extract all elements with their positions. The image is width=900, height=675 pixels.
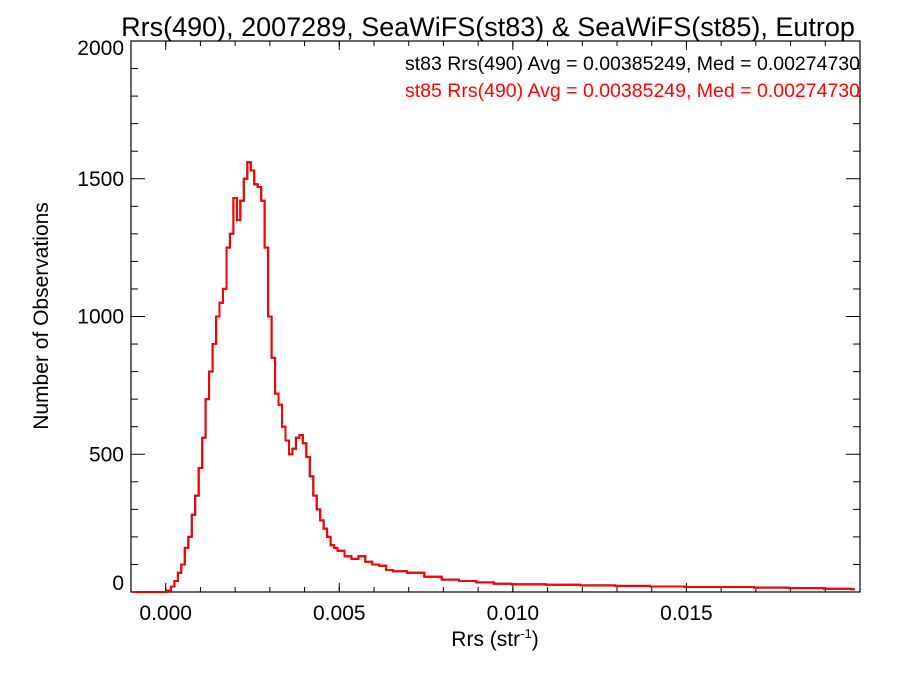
series-line-st83 xyxy=(132,161,855,593)
series-group xyxy=(132,161,855,593)
y-axis: 0 500 1000 1500 2000 xyxy=(77,37,860,595)
x-tick-label: 0.005 xyxy=(313,602,366,625)
y-tick-label: 500 xyxy=(89,443,124,466)
series-line-st85 xyxy=(132,161,855,593)
x-tick-label: 0.015 xyxy=(660,602,713,625)
y-tick-label: 1500 xyxy=(77,168,124,191)
y-tick-label: 2000 xyxy=(77,37,124,60)
x-axis: 0.000 0.005 0.010 0.015 xyxy=(130,41,861,625)
x-axis-label: Rrs (str-1) xyxy=(451,626,538,651)
x-axis-label-superscript: -1 xyxy=(520,626,532,641)
x-tick-label: 0.000 xyxy=(139,602,192,625)
x-axis-label-end: ) xyxy=(532,628,539,651)
y-axis-label: Number of Observations xyxy=(30,202,53,430)
y-tick-label: 1000 xyxy=(77,306,124,329)
legend-st83: st83 Rrs(490) Avg = 0.00385249, Med = 0.… xyxy=(405,53,860,75)
plot-area xyxy=(130,40,861,593)
chart-title: Rrs(490), 2007289, SeaWiFS(st83) & SeaWi… xyxy=(121,12,855,42)
x-axis-label-text: Rrs (str xyxy=(451,628,520,651)
y-tick-label: 0 xyxy=(112,572,124,595)
x-tick-label: 0.010 xyxy=(487,602,540,625)
legend-st85: st85 Rrs(490) Avg = 0.00385249, Med = 0.… xyxy=(405,80,860,102)
